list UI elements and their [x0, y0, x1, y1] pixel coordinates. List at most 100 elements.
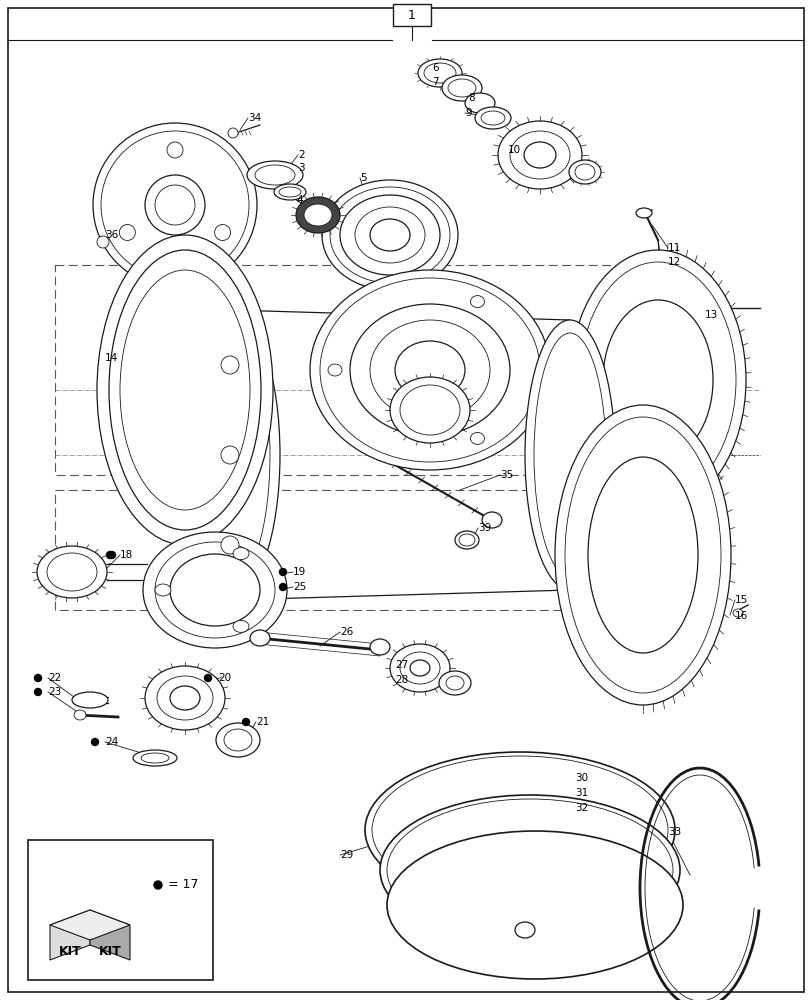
Ellipse shape — [365, 752, 674, 908]
Polygon shape — [90, 910, 130, 960]
Ellipse shape — [74, 710, 86, 720]
Text: 25: 25 — [293, 582, 306, 592]
Text: 28: 28 — [394, 675, 408, 685]
Ellipse shape — [454, 531, 478, 549]
Text: 32: 32 — [574, 803, 587, 813]
Bar — [55, 490, 634, 610]
Ellipse shape — [250, 630, 270, 646]
Ellipse shape — [296, 197, 340, 233]
Text: 3: 3 — [298, 163, 304, 173]
Text: 14: 14 — [105, 353, 118, 363]
Ellipse shape — [387, 799, 672, 941]
Ellipse shape — [320, 278, 539, 462]
Ellipse shape — [448, 79, 475, 97]
Ellipse shape — [328, 364, 341, 376]
Ellipse shape — [371, 756, 667, 904]
Ellipse shape — [190, 325, 270, 585]
Circle shape — [279, 568, 286, 576]
Ellipse shape — [482, 512, 501, 528]
Ellipse shape — [387, 831, 682, 979]
Ellipse shape — [169, 554, 260, 626]
Ellipse shape — [579, 262, 735, 498]
Ellipse shape — [389, 644, 449, 692]
Ellipse shape — [145, 666, 225, 730]
Ellipse shape — [470, 432, 484, 444]
Ellipse shape — [564, 417, 720, 693]
Text: 2: 2 — [298, 150, 304, 160]
Ellipse shape — [143, 532, 286, 648]
Ellipse shape — [97, 235, 272, 545]
Ellipse shape — [119, 225, 135, 240]
Ellipse shape — [303, 204, 332, 226]
Polygon shape — [50, 910, 90, 960]
Text: 21: 21 — [255, 717, 269, 727]
Ellipse shape — [180, 310, 280, 600]
Text: 26: 26 — [340, 627, 353, 637]
Ellipse shape — [167, 142, 182, 158]
Ellipse shape — [233, 548, 249, 560]
Ellipse shape — [97, 236, 109, 248]
Ellipse shape — [310, 270, 549, 470]
Ellipse shape — [525, 320, 614, 590]
Circle shape — [106, 552, 114, 558]
Text: 29: 29 — [340, 850, 353, 860]
Bar — [393, 4, 431, 26]
Ellipse shape — [480, 111, 504, 125]
Ellipse shape — [603, 300, 712, 460]
Ellipse shape — [120, 270, 250, 510]
Ellipse shape — [370, 639, 389, 655]
Ellipse shape — [224, 729, 251, 751]
Ellipse shape — [133, 750, 177, 766]
Ellipse shape — [458, 534, 474, 546]
Circle shape — [34, 674, 41, 682]
Ellipse shape — [255, 165, 294, 185]
Ellipse shape — [187, 568, 242, 612]
Ellipse shape — [109, 250, 260, 530]
Circle shape — [92, 738, 98, 746]
Ellipse shape — [221, 536, 238, 554]
Text: 11: 11 — [667, 243, 680, 253]
Ellipse shape — [47, 553, 97, 591]
Circle shape — [154, 881, 162, 889]
Text: 20: 20 — [217, 673, 231, 683]
Text: 15: 15 — [734, 595, 747, 605]
Ellipse shape — [101, 131, 249, 279]
Ellipse shape — [228, 128, 238, 138]
Ellipse shape — [72, 692, 108, 708]
Ellipse shape — [635, 208, 651, 218]
Text: 13: 13 — [704, 310, 718, 320]
Ellipse shape — [474, 107, 510, 129]
Text: 27: 27 — [394, 660, 408, 670]
Polygon shape — [50, 910, 130, 940]
Ellipse shape — [514, 922, 534, 938]
Ellipse shape — [155, 185, 195, 225]
Ellipse shape — [400, 385, 460, 435]
Ellipse shape — [439, 671, 470, 695]
Ellipse shape — [441, 75, 482, 101]
Text: 24: 24 — [105, 737, 118, 747]
Ellipse shape — [370, 219, 410, 251]
Ellipse shape — [350, 304, 509, 436]
Text: KIT: KIT — [98, 945, 121, 958]
Ellipse shape — [221, 356, 238, 374]
Ellipse shape — [394, 341, 465, 399]
Ellipse shape — [329, 187, 449, 283]
Text: 35: 35 — [500, 470, 513, 480]
Ellipse shape — [389, 377, 470, 443]
Ellipse shape — [169, 686, 200, 710]
Ellipse shape — [380, 795, 679, 945]
Text: 5: 5 — [359, 173, 367, 183]
Circle shape — [109, 552, 115, 558]
Circle shape — [279, 584, 286, 590]
Circle shape — [242, 718, 249, 726]
Text: 39: 39 — [478, 523, 491, 533]
Ellipse shape — [340, 195, 440, 275]
Bar — [55, 265, 634, 475]
Text: KIT: KIT — [58, 945, 81, 958]
Text: 10: 10 — [508, 145, 521, 155]
Ellipse shape — [445, 676, 463, 690]
Ellipse shape — [37, 546, 107, 598]
Ellipse shape — [155, 584, 171, 596]
Circle shape — [34, 688, 41, 696]
Ellipse shape — [279, 187, 301, 197]
